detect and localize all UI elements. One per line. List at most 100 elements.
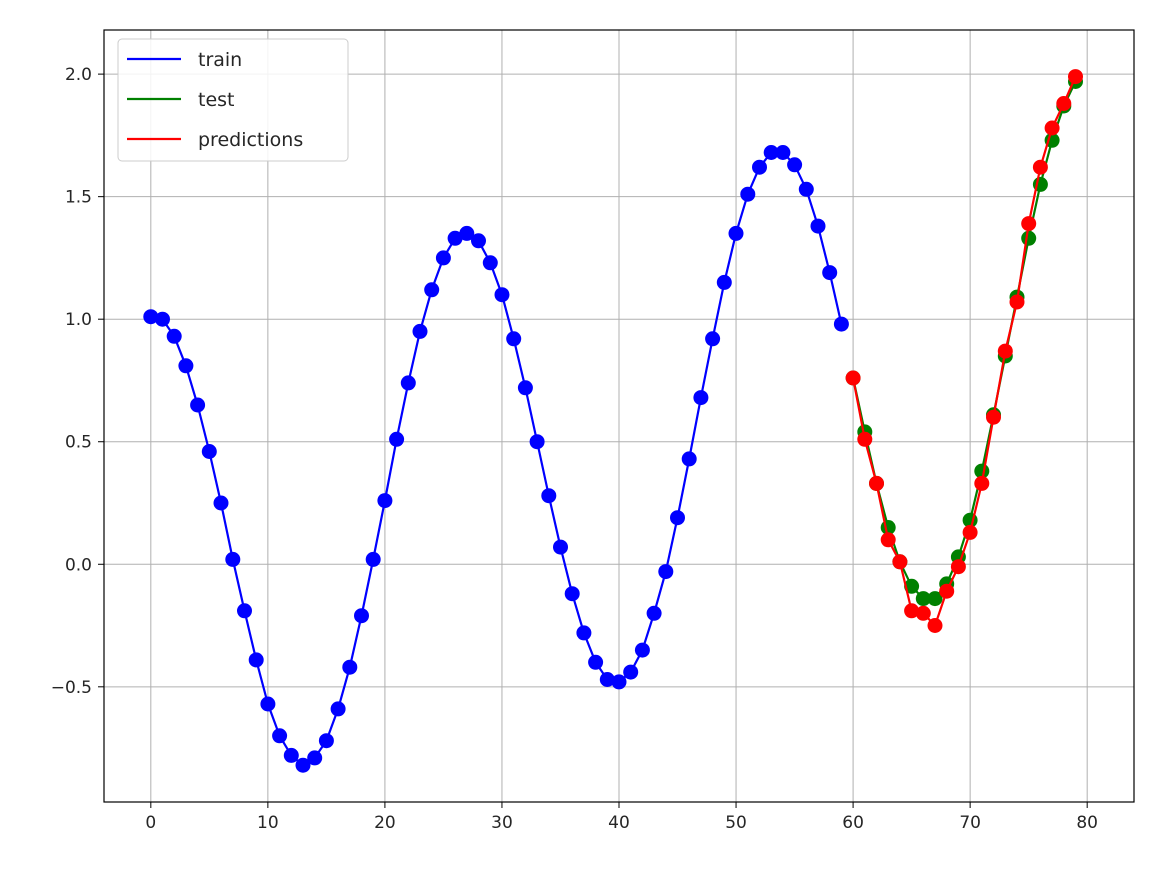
data-point-train (283, 747, 299, 763)
data-point-train (435, 250, 451, 266)
data-point-train (576, 625, 592, 641)
data-point-train (342, 659, 358, 675)
data-point-train (201, 444, 217, 459)
y-tick-label: 1.5 (65, 188, 92, 208)
data-point-predictions (892, 554, 908, 570)
data-point-train (412, 323, 428, 339)
data-point-train (213, 495, 229, 511)
data-point-train (623, 664, 639, 680)
data-point-train (295, 757, 311, 773)
data-point-predictions (939, 583, 955, 599)
plot-series (143, 69, 1083, 773)
data-point-train (752, 159, 767, 175)
data-point-predictions (974, 475, 990, 491)
data-point-train (822, 265, 838, 281)
data-point-train (506, 331, 522, 347)
data-point-test (1021, 230, 1037, 246)
data-point-train (237, 603, 252, 619)
data-point-train (564, 586, 580, 602)
data-point-train (787, 157, 803, 173)
data-point-train (553, 539, 568, 555)
data-point-train (354, 608, 369, 624)
data-point-predictions (1068, 69, 1083, 85)
data-point-train (155, 311, 170, 327)
data-point-train (272, 728, 288, 744)
series-predictions (845, 69, 1083, 633)
data-point-predictions (845, 370, 861, 386)
x-tick-label: 60 (842, 813, 864, 833)
data-point-train (318, 733, 334, 749)
data-point-train (365, 551, 381, 567)
data-point-train (705, 331, 721, 347)
x-tick-label: 0 (145, 813, 156, 833)
x-tick-label: 50 (725, 813, 747, 833)
data-point-train (517, 380, 533, 396)
data-point-train (482, 255, 498, 271)
data-point-predictions (915, 605, 931, 621)
data-point-predictions (997, 343, 1013, 359)
x-tick-label: 30 (491, 813, 513, 833)
data-point-test (927, 591, 943, 607)
data-point-train (693, 390, 709, 406)
series-train (143, 145, 849, 773)
data-point-train (634, 642, 650, 658)
data-point-predictions (1044, 120, 1060, 136)
data-point-predictions (927, 618, 943, 633)
data-point-train (447, 230, 463, 246)
data-point-predictions (962, 524, 978, 540)
data-point-train (681, 451, 697, 467)
data-point-train (330, 701, 346, 717)
x-tick-label: 40 (608, 813, 630, 833)
data-point-train (763, 145, 779, 160)
legend-label-train: train (198, 49, 242, 71)
legend: train test predictions (117, 38, 349, 162)
data-point-train (810, 218, 826, 234)
data-point-train (611, 674, 627, 690)
data-point-train (833, 316, 849, 332)
data-point-train (775, 145, 791, 160)
data-point-train (459, 225, 475, 241)
data-point-train (166, 328, 182, 344)
legend-label-test: test (198, 89, 235, 111)
data-point-train (248, 652, 264, 668)
data-point-train (494, 287, 510, 303)
data-point-train (798, 181, 814, 197)
data-point-predictions (1021, 216, 1037, 232)
legend-label-predictions: predictions (198, 129, 303, 151)
data-point-train (400, 375, 416, 391)
data-point-train (377, 493, 393, 509)
legend-box (117, 38, 349, 162)
data-point-predictions (880, 532, 896, 548)
data-point-predictions (1009, 294, 1025, 310)
data-point-train (190, 397, 206, 413)
data-point-train (178, 358, 194, 374)
x-tick-label: 20 (374, 813, 396, 833)
data-point-train (670, 510, 685, 526)
data-point-train (541, 488, 557, 504)
data-point-test (915, 591, 931, 607)
data-point-train (529, 434, 545, 450)
data-point-predictions (1056, 96, 1072, 111)
data-point-train (225, 551, 241, 567)
data-point-train (646, 605, 662, 621)
data-point-train (471, 233, 486, 249)
x-tick-label: 10 (257, 813, 279, 833)
y-tick-label: 2.0 (65, 65, 92, 85)
x-tick-label: 80 (1076, 813, 1098, 833)
data-point-train (389, 431, 405, 447)
data-point-predictions (950, 559, 966, 575)
axis-ticks: 0 10 20 30 40 50 60 70 80 −0.5 0.0 0.5 1.0 1.5 2.0 (51, 65, 1098, 833)
y-tick-label: 0.0 (65, 555, 92, 575)
data-point-predictions (1032, 159, 1048, 175)
y-tick-label: −0.5 (51, 678, 92, 698)
data-point-predictions (857, 431, 873, 447)
data-point-predictions (869, 475, 884, 491)
data-point-test (904, 578, 920, 594)
data-point-train (588, 654, 604, 670)
data-point-train (740, 186, 756, 202)
data-point-train (658, 564, 674, 580)
data-point-train (260, 696, 276, 712)
data-point-train (716, 274, 732, 290)
data-point-train (728, 225, 744, 241)
